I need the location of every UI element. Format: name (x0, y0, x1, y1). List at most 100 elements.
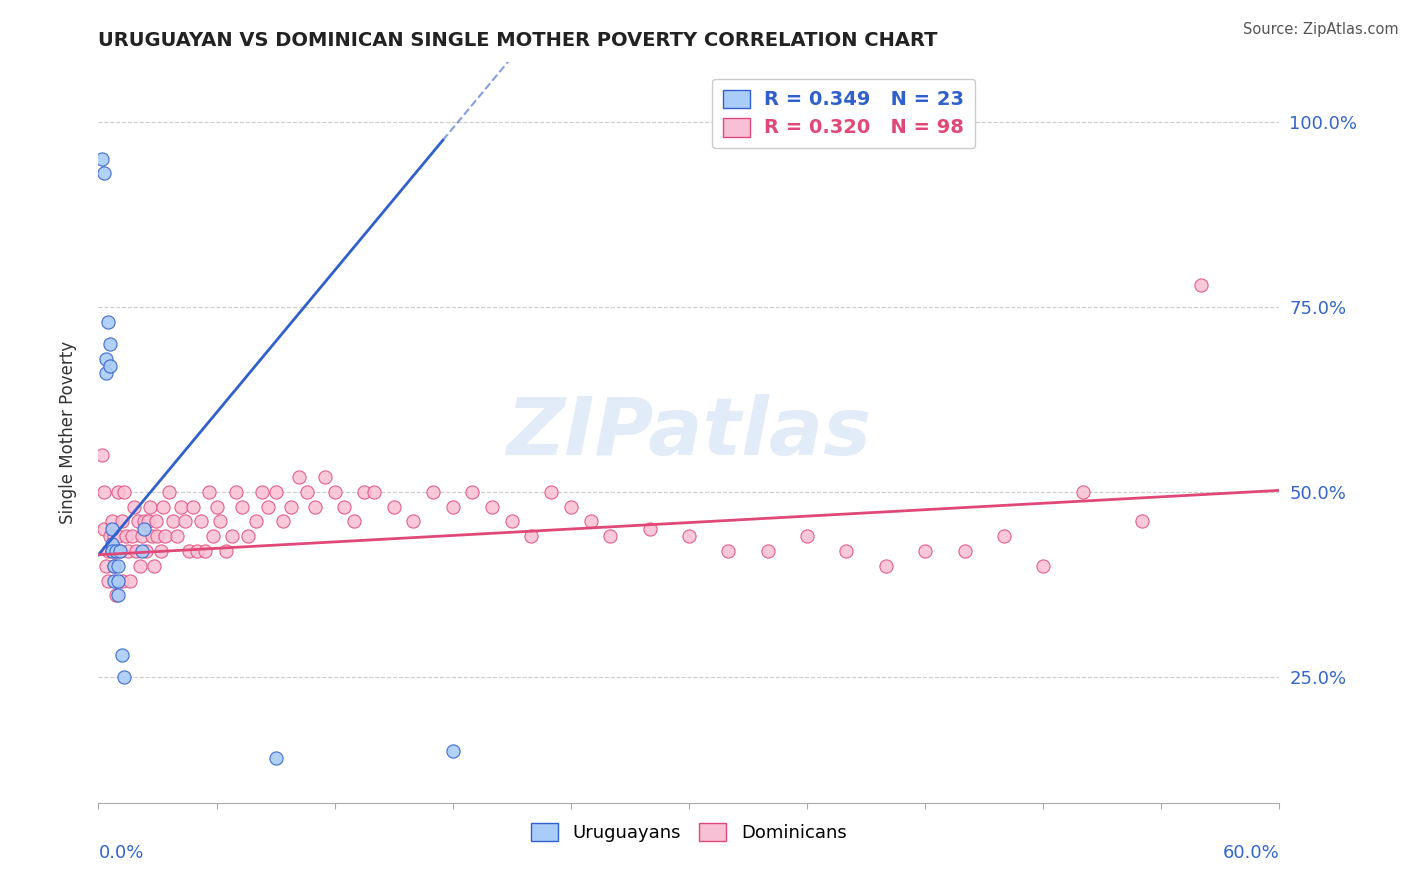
Point (914, 544, 936, 558)
Point (107, 529, 129, 543)
Point (221, 529, 243, 543)
Point (135, 544, 157, 558)
Point (132, 522, 155, 536)
Point (875, 558, 897, 573)
Point (98, 359, 121, 373)
Point (101, 522, 124, 536)
Point (117, 544, 139, 558)
Point (461, 484, 484, 499)
Point (108, 544, 131, 558)
Point (579, 515, 602, 529)
Point (91, 448, 114, 462)
Point (314, 470, 336, 484)
Point (112, 484, 135, 499)
Point (363, 484, 385, 499)
Point (236, 529, 259, 543)
Point (107, 484, 129, 499)
Point (101, 544, 124, 558)
Point (103, 558, 125, 573)
Point (93, 484, 115, 499)
Point (138, 500, 160, 514)
Point (142, 558, 165, 573)
Point (98, 336, 121, 351)
Point (132, 515, 155, 529)
Point (152, 500, 174, 514)
Point (796, 529, 818, 543)
Point (481, 500, 503, 514)
Point (256, 500, 278, 514)
Point (993, 529, 1015, 543)
Text: Source: ZipAtlas.com: Source: ZipAtlas.com (1243, 22, 1399, 37)
Point (131, 544, 153, 558)
Point (295, 484, 318, 499)
Point (93, 522, 115, 536)
Point (121, 529, 143, 543)
Point (107, 589, 129, 603)
Point (97, 544, 120, 558)
Point (288, 470, 311, 484)
Point (382, 500, 405, 514)
Point (141, 529, 163, 543)
Point (115, 529, 138, 543)
Point (111, 648, 134, 662)
Point (127, 515, 149, 529)
Point (250, 484, 273, 499)
Point (103, 574, 125, 588)
Point (323, 484, 346, 499)
Point (145, 515, 167, 529)
Point (101, 544, 124, 558)
Point (103, 558, 125, 573)
Point (136, 515, 159, 529)
Point (264, 484, 287, 499)
Point (157, 484, 180, 499)
Point (122, 500, 145, 514)
Point (190, 515, 212, 529)
Text: 0.0%: 0.0% (98, 844, 143, 862)
Point (174, 515, 197, 529)
Point (105, 544, 128, 558)
Point (520, 529, 543, 543)
Point (205, 500, 228, 514)
Point (112, 670, 135, 684)
Point (101, 515, 124, 529)
Point (181, 500, 204, 514)
Point (125, 544, 148, 558)
Point (402, 515, 425, 529)
Point (353, 484, 375, 499)
Point (128, 558, 150, 573)
Point (150, 544, 173, 558)
Point (1032, 558, 1054, 573)
Point (333, 500, 356, 514)
Point (599, 529, 621, 543)
Point (441, 500, 464, 514)
Point (304, 500, 326, 514)
Point (231, 500, 253, 514)
Point (1071, 484, 1094, 499)
Point (215, 544, 238, 558)
Point (186, 544, 208, 558)
Point (101, 536, 124, 550)
Point (107, 558, 129, 573)
Point (91, 152, 114, 166)
Point (540, 484, 562, 499)
Point (245, 515, 267, 529)
Point (162, 515, 184, 529)
Point (441, 744, 464, 758)
Point (422, 484, 444, 499)
Point (717, 544, 740, 558)
Point (1189, 277, 1212, 292)
Legend: Uruguayans, Dominicans: Uruguayans, Dominicans (524, 815, 853, 849)
Point (678, 529, 700, 543)
Y-axis label: Single Mother Poverty: Single Mother Poverty (59, 341, 77, 524)
Point (638, 522, 661, 536)
Point (105, 544, 128, 558)
Point (111, 515, 134, 529)
Point (98, 529, 121, 543)
Point (209, 515, 232, 529)
Point (111, 574, 134, 588)
Point (194, 544, 217, 558)
Point (97, 574, 120, 588)
Point (225, 484, 247, 499)
Point (177, 544, 200, 558)
Point (280, 500, 302, 514)
